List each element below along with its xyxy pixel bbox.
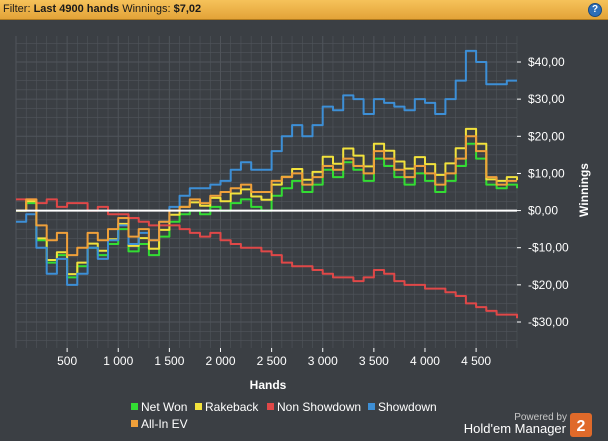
x-tick-label: 2 500 <box>257 354 287 368</box>
legend-swatch-net-won[interactable] <box>131 403 138 410</box>
legend-swatch-rakeback[interactable] <box>195 403 202 410</box>
y-tick-label: -$30,00 <box>528 315 569 329</box>
x-tick-label: 1 000 <box>103 354 133 368</box>
y-tick-label: -$20,00 <box>528 278 569 292</box>
powered-by-text: Powered by <box>514 412 567 423</box>
hm2-logo-badge: 2 <box>577 418 586 435</box>
x-tick-label: 4 000 <box>410 354 440 368</box>
winnings-value: $7,02 <box>173 3 202 15</box>
y-axis-ticks: $40,00 $30,00 $20,00 $10,00 $0,00 -$10,00 -$20… <box>517 55 569 329</box>
filter-bar: Filter: Last 4900 hands Winnings: $7,02 … <box>0 0 608 20</box>
x-axis-ticks: 500 1 000 1 500 2 000 2 500 3 000 3 500 4 000 4 … <box>57 348 491 368</box>
x-tick-label: 1 500 <box>154 354 184 368</box>
y-tick-label: $10,00 <box>528 166 565 180</box>
chart-legend[interactable]: Net Won Rakeback Non Showdown Showdown All-I… <box>131 400 437 431</box>
winnings-label: Winnings: <box>122 3 171 15</box>
filter-summary: Filter: Last 4900 hands Winnings: $7,02 <box>3 3 201 15</box>
y-tick-label: $0,00 <box>528 204 558 218</box>
product-name: Hold'em Manager <box>464 421 567 436</box>
y-tick-label: $30,00 <box>528 92 565 106</box>
chart-series <box>16 49 518 319</box>
series-line-non-showdown <box>16 198 518 319</box>
filter-value: Last 4900 hands <box>33 3 120 15</box>
x-tick-label: 500 <box>57 354 77 368</box>
y-tick-label: $40,00 <box>528 55 565 69</box>
x-axis-title: Hands <box>250 378 287 392</box>
x-tick-label: 4 500 <box>461 354 491 368</box>
x-tick-label: 2 000 <box>205 354 235 368</box>
x-tick-label: 3 000 <box>308 354 338 368</box>
legend-label-rakeback[interactable]: Rakeback <box>205 400 259 414</box>
chart-grid <box>15 36 518 348</box>
y-tick-label: $20,00 <box>528 129 565 143</box>
legend-label-net-won[interactable]: Net Won <box>141 400 187 414</box>
help-icon[interactable]: ? <box>588 3 602 17</box>
y-axis-title: Winnings <box>577 163 591 217</box>
x-tick-label: 3 500 <box>359 354 389 368</box>
legend-swatch-all-in-ev[interactable] <box>131 420 138 427</box>
legend-label-non-showdown[interactable]: Non Showdown <box>277 400 361 414</box>
series-line-showdown <box>16 49 517 286</box>
series-line-rakeback <box>16 127 518 276</box>
branding: Powered by Hold'em Manager 2 <box>464 412 592 437</box>
y-tick-label: -$10,00 <box>528 241 569 255</box>
legend-swatch-non-showdown[interactable] <box>267 403 274 410</box>
filter-label: Filter: <box>3 3 31 15</box>
hm2-logo-icon <box>570 413 592 437</box>
legend-label-all-in-ev[interactable]: All-In EV <box>141 417 188 431</box>
legend-label-showdown[interactable]: Showdown <box>378 400 437 414</box>
legend-swatch-showdown[interactable] <box>368 403 375 410</box>
series-line-all-in-ev <box>16 135 517 257</box>
